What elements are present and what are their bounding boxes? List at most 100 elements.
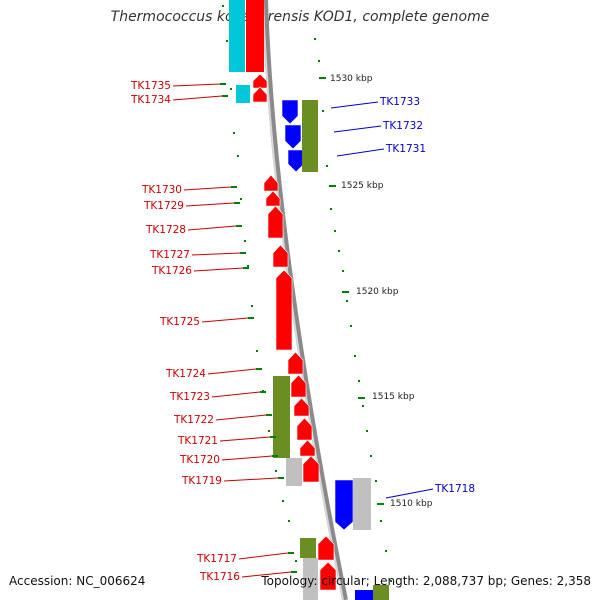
label-leader	[172, 95, 223, 101]
gene-tick	[234, 202, 240, 204]
gene-label: TK1719	[181, 475, 222, 487]
guide-dot	[251, 305, 253, 307]
gene-arrow-forward	[246, 0, 264, 72]
gene-label: TK1722	[173, 414, 214, 426]
accession-text: Accession: NC_006624	[9, 574, 146, 588]
scale-tick	[329, 185, 336, 187]
gene-label: TK1723	[169, 391, 210, 403]
genome-summary: Topology: circular; Length: 2,088,737 bp…	[261, 574, 591, 588]
gene-label: TK1735	[130, 80, 171, 92]
gene-arrow-reverse	[287, 149, 305, 173]
scale-label: 1510 kbp	[390, 499, 433, 509]
guide-dot	[318, 60, 320, 62]
gene-arrow-forward	[272, 244, 289, 268]
gene-arrow-forward	[319, 561, 337, 591]
cog-block	[303, 558, 318, 600]
label-leader	[187, 225, 237, 231]
guide-dot	[334, 230, 336, 232]
gene-tick	[243, 267, 249, 269]
label-leader	[223, 477, 279, 482]
label-leader	[241, 571, 292, 578]
scale-label: 1530 kbp	[330, 74, 373, 84]
gene-arrow-forward	[265, 190, 281, 207]
gene-arrow-forward	[299, 439, 316, 457]
gene-tick	[220, 83, 226, 85]
label-leader	[183, 186, 232, 191]
label-leader	[219, 436, 271, 442]
cog-block	[286, 458, 302, 486]
gene-tick	[288, 552, 294, 554]
gene-tick	[272, 455, 278, 457]
gene-arrow-reverse	[284, 124, 302, 150]
gene-arrow-reverse	[355, 590, 373, 600]
scale-label: 1515 kbp	[372, 392, 415, 402]
gene-arrow-forward	[287, 351, 304, 375]
cog-block	[236, 85, 250, 103]
guide-dot	[282, 500, 284, 502]
guide-dot	[326, 165, 328, 167]
guide-dot	[295, 560, 297, 562]
guide-dot	[233, 132, 235, 134]
gene-arrow-forward	[290, 374, 307, 398]
gene-label: TK1720	[179, 454, 220, 466]
gene-arrow-forward	[275, 269, 293, 351]
gene-arrow-forward	[317, 535, 335, 561]
gene-tick	[260, 391, 266, 393]
gene-label: TK1725	[159, 316, 200, 328]
scale-tick	[377, 503, 384, 505]
gene-tick	[248, 317, 254, 319]
gene-label: TK1728	[145, 224, 186, 236]
guide-dot	[390, 580, 392, 582]
label-leader	[172, 83, 221, 87]
gene-arrow-forward	[263, 174, 279, 192]
guide-dot	[240, 198, 242, 200]
guide-dot	[354, 355, 356, 357]
gene-label: TK1730	[141, 184, 182, 196]
label-leader	[207, 368, 257, 375]
gene-label: TK1731	[385, 143, 426, 155]
gene-features: 1530 kbp 1525 kbp 1520 kbp 1515 kbp 1510 kbp	[229, 0, 433, 600]
guide-dot	[314, 38, 316, 40]
gene-arrow-reverse	[334, 479, 354, 531]
cog-block	[373, 585, 389, 600]
guide-dot	[370, 455, 372, 457]
label-leader	[330, 101, 379, 109]
label-leader	[185, 202, 235, 207]
cog-block	[229, 0, 245, 72]
gene-arrow-forward	[302, 455, 320, 483]
gene-label: TK1729	[143, 200, 184, 212]
label-leader	[336, 148, 385, 157]
gene-tick	[270, 436, 276, 438]
label-leader	[201, 317, 249, 323]
scale-tick	[358, 397, 365, 399]
guide-dot	[338, 250, 340, 252]
scale-label: 1525 kbp	[341, 181, 384, 191]
gene-label: TK1726	[151, 265, 192, 277]
gene-label: TK1718	[434, 483, 475, 495]
guide-dot	[322, 110, 324, 112]
guide-dot	[244, 240, 246, 242]
gene-tick	[278, 477, 284, 479]
scale-tick	[319, 77, 326, 79]
guide-dot	[375, 480, 377, 482]
guide-dot	[226, 40, 228, 42]
guide-dot	[330, 208, 332, 210]
label-leader	[193, 267, 244, 272]
guide-dot	[230, 88, 232, 90]
guide-dot	[268, 430, 270, 432]
gene-label: TK1717	[196, 553, 237, 565]
scale-label: 1520 kbp	[356, 287, 399, 297]
gene-label: TK1716	[199, 571, 240, 583]
gene-label: TK1733	[379, 96, 420, 108]
gene-label: TK1721	[177, 435, 218, 447]
gene-labels: TK1735 TK1734 TK1730 TK1729 TK1728 TK1727 TK17…	[130, 80, 475, 583]
cog-block	[302, 100, 318, 172]
guide-dot	[342, 270, 344, 272]
label-leader	[333, 125, 382, 133]
gene-label: TK1727	[149, 249, 190, 261]
guide-dot	[358, 380, 360, 382]
cog-block	[353, 478, 371, 530]
label-leader	[385, 488, 434, 499]
guide-dot	[237, 155, 239, 157]
